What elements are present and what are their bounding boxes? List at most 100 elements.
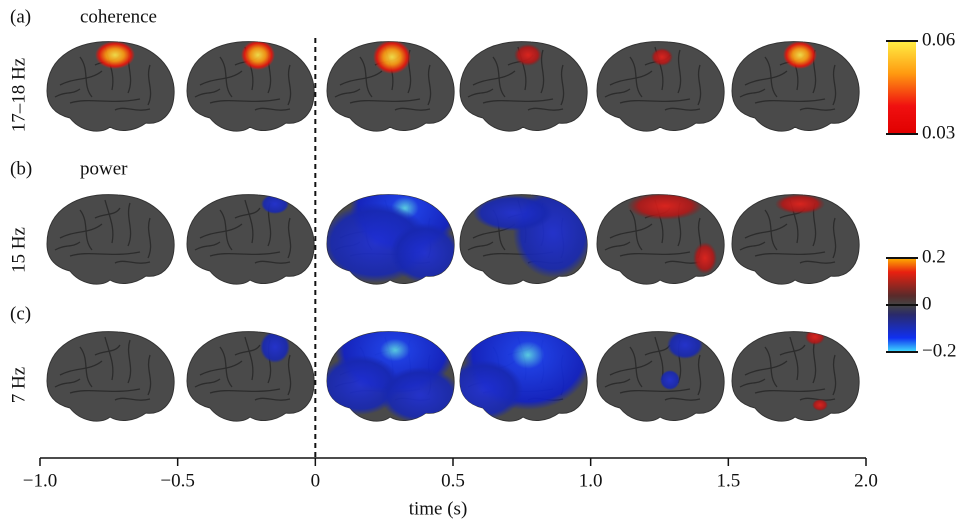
brain-detail <box>54 41 152 111</box>
brain-detail <box>194 194 292 264</box>
colorbar-tick-label: 0.06 <box>922 29 955 50</box>
sulcus <box>697 64 702 106</box>
sulcus <box>527 107 564 111</box>
sulcus <box>59 360 103 376</box>
sulcus <box>799 107 836 111</box>
sulcus <box>604 378 631 388</box>
sulcus <box>629 56 643 98</box>
sulcus <box>59 223 103 239</box>
brain-surface <box>596 41 725 132</box>
activation <box>805 331 825 345</box>
sulcus <box>789 336 799 381</box>
sulcus <box>619 388 691 394</box>
brain-detail <box>54 336 152 401</box>
x-tick-label: −0.5 <box>160 470 194 491</box>
sulcus <box>832 217 837 259</box>
brain <box>186 331 315 422</box>
brain-surface <box>186 41 315 132</box>
sulcus <box>467 241 494 251</box>
sulcus <box>287 217 292 259</box>
sulcus <box>244 199 254 244</box>
panel-title: coherence <box>80 6 157 27</box>
x-tick-label: 1.0 <box>579 470 603 491</box>
activation <box>693 242 717 274</box>
colorbar-tick-label: −0.2 <box>922 340 956 361</box>
activation <box>327 355 400 415</box>
brain <box>326 194 455 285</box>
sulcus <box>754 98 826 104</box>
brain <box>459 194 588 285</box>
colorbar-tick-label: 0.03 <box>922 122 955 143</box>
brain <box>46 194 175 285</box>
activation <box>667 331 703 359</box>
sulcus <box>147 217 152 259</box>
activation <box>373 41 411 74</box>
activation <box>627 194 703 220</box>
brain-detail <box>327 331 455 422</box>
colorbar <box>888 41 916 134</box>
activation <box>651 48 673 66</box>
sulcus <box>244 336 254 381</box>
sulcus <box>69 98 141 104</box>
sulcus <box>677 49 682 94</box>
sulcus <box>94 207 121 219</box>
sulcus <box>194 241 221 251</box>
brain <box>186 194 315 285</box>
sulcus <box>334 88 361 98</box>
sulcus <box>79 56 93 98</box>
sulcus <box>697 354 702 396</box>
sulcus <box>492 56 506 98</box>
sulcus <box>114 260 151 264</box>
activation <box>460 360 523 420</box>
sulcus <box>799 260 836 264</box>
sulcus <box>54 241 81 251</box>
brain-detail <box>54 199 152 264</box>
sulcus <box>779 344 806 356</box>
sulcus <box>744 223 788 239</box>
sulcus <box>234 207 261 219</box>
panel-title: power <box>80 158 128 179</box>
sulcus <box>194 378 221 388</box>
x-tick-label: 2.0 <box>854 470 878 491</box>
activation <box>775 194 825 214</box>
brain <box>731 194 860 285</box>
sulcus <box>832 354 837 396</box>
sulcus <box>209 251 281 257</box>
brain-surface <box>596 331 725 422</box>
sulcus <box>219 346 233 388</box>
row-label: 17–18 Hz <box>8 58 29 132</box>
sulcus <box>764 209 778 251</box>
sulcus <box>482 98 554 104</box>
sulcus <box>359 56 373 98</box>
sulcus <box>629 209 643 251</box>
colorbar-tick-label: 0 <box>922 293 932 314</box>
sulcus <box>764 56 778 98</box>
brain <box>46 331 175 422</box>
brain-detail <box>467 44 565 111</box>
axis-label: time (s) <box>409 498 468 519</box>
brain <box>596 331 725 422</box>
activation <box>783 41 817 69</box>
x-tick-label: 0.5 <box>441 470 465 491</box>
sulcus <box>127 339 132 384</box>
brain-detail <box>334 41 432 111</box>
brain <box>326 41 455 132</box>
sulcus <box>427 64 432 106</box>
brain-surface <box>46 331 175 422</box>
activation <box>380 367 455 422</box>
sulcus <box>199 70 243 86</box>
sulcus <box>219 56 233 98</box>
sulcus <box>349 98 421 104</box>
sulcus <box>254 260 291 264</box>
row-label: 15 Hz <box>8 227 29 273</box>
sulcus <box>147 64 152 106</box>
panel-letter: (b) <box>10 158 32 179</box>
sulcus <box>199 223 243 239</box>
activation <box>812 399 828 411</box>
sulcus <box>147 354 152 396</box>
sulcus <box>287 64 292 106</box>
brain-surface <box>731 331 860 422</box>
brain-detail <box>604 331 703 401</box>
sulcus <box>664 397 701 401</box>
